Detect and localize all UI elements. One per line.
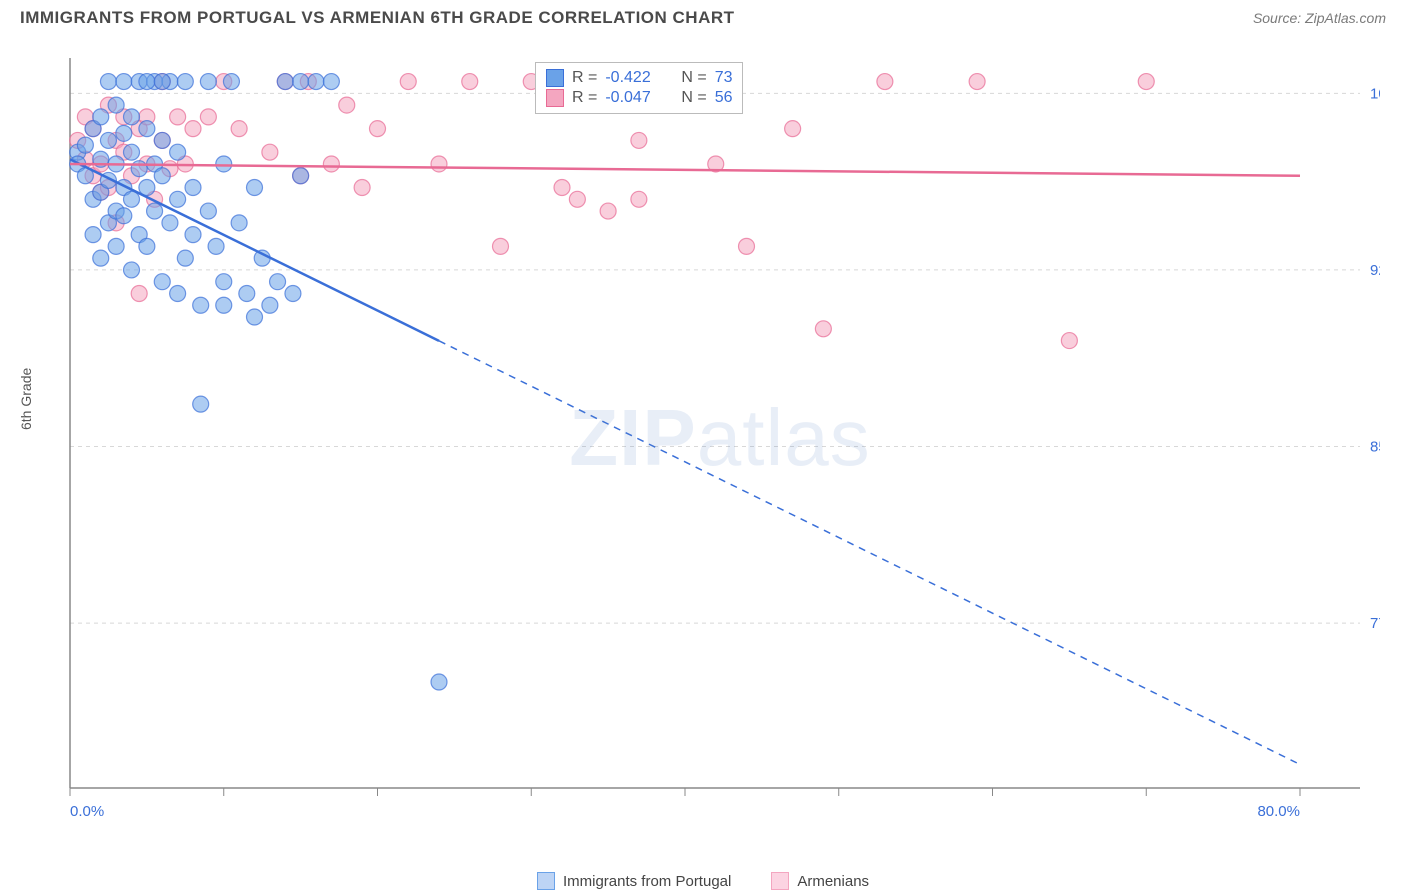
stat-r-label: R = [572,69,597,87]
svg-text:80.0%: 80.0% [1257,803,1300,820]
title-bar: IMMIGRANTS FROM PORTUGAL VS ARMENIAN 6TH… [0,0,1406,32]
stats-legend-box: R = -0.422 N = 73 R = -0.047 N = 56 [535,62,743,114]
scatter-chart: 77.5% 85.0% 92.5% 100.0% 0.0% 80.0% [60,48,1380,828]
stat-n-value: 56 [715,89,733,107]
chart-title: IMMIGRANTS FROM PORTUGAL VS ARMENIAN 6TH… [20,8,735,28]
stats-row: R = -0.047 N = 56 [546,89,732,107]
stat-n-label: N = [681,69,706,87]
stat-r-value: -0.047 [605,89,665,107]
chart-container: 77.5%85.0%92.5%100.0%0.0%80.0% ZIPatlas [60,48,1380,828]
legend-swatch [537,872,555,890]
stat-n-label: N = [681,89,706,107]
svg-text:0.0%: 0.0% [70,803,104,820]
bottom-legend: Immigrants from Portugal Armenians [0,872,1406,890]
series-swatch [546,89,564,107]
series-swatch [546,69,564,87]
stat-r-value: -0.422 [605,69,665,87]
legend-item: Armenians [771,872,869,890]
stat-n-value: 73 [715,69,733,87]
y-axis-label: 6th Grade [18,368,34,430]
stat-r-label: R = [572,89,597,107]
svg-text:92.5%: 92.5% [1370,262,1380,279]
svg-text:85.0%: 85.0% [1370,439,1380,456]
stats-row: R = -0.422 N = 73 [546,69,732,87]
svg-text:100.0%: 100.0% [1370,85,1380,102]
source-label: Source: ZipAtlas.com [1253,10,1386,26]
legend-label: Immigrants from Portugal [563,873,731,890]
svg-text:77.5%: 77.5% [1370,615,1380,632]
legend-swatch [771,872,789,890]
legend-item: Immigrants from Portugal [537,872,731,890]
legend-label: Armenians [797,873,869,890]
